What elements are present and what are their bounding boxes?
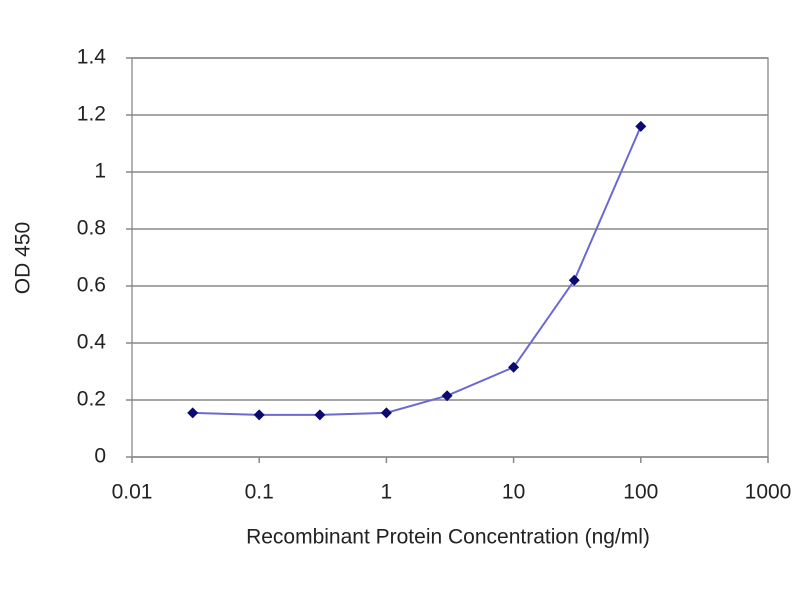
y-tick-label: 0.2 (77, 388, 106, 411)
x-tick-label: 10 (502, 481, 525, 504)
data-point (314, 409, 326, 421)
x-tick-label: 1000 (745, 481, 792, 504)
y-tick-label: 1.4 (77, 46, 107, 69)
y-tick-label: 0.4 (77, 331, 107, 354)
y-tick-label: 0.8 (77, 217, 106, 240)
y-tick-label: 1 (94, 160, 106, 183)
y-tick-label: 0 (94, 445, 106, 468)
series-line (192, 126, 642, 416)
data-point (635, 120, 647, 132)
data-point (441, 390, 453, 402)
x-tick-label: 0.01 (112, 481, 153, 504)
y-tick-label: 1.2 (77, 103, 106, 126)
x-axis-label: Recombinant Protein Concentration (ng/ml… (246, 526, 650, 549)
x-tick-label: 0.1 (245, 481, 274, 504)
data-point (187, 407, 199, 419)
x-tick-label: 1 (381, 481, 393, 504)
y-tick-label: 0.6 (77, 274, 106, 297)
data-point (508, 361, 520, 373)
data-point (568, 274, 580, 286)
plot-area (131, 57, 769, 458)
x-tick-label: 100 (623, 481, 658, 504)
data-point (380, 407, 392, 419)
data-point (253, 409, 265, 421)
y-axis-label: OD 450 (12, 222, 35, 294)
